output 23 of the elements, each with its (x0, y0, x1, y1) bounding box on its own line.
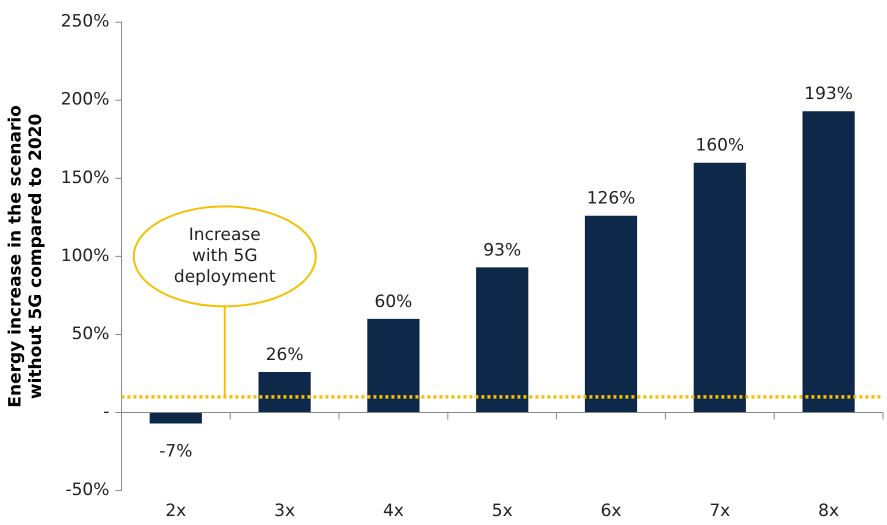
x-tick-label: 4x (382, 501, 404, 522)
data-label: 193% (804, 84, 853, 104)
y-tick-label: 100% (60, 246, 110, 266)
ref-line-label: Increase with 5G deployment (174, 224, 276, 287)
x-tick-label: 6x (600, 501, 622, 522)
data-label: 26% (266, 344, 304, 365)
y-axis-title: Energy increase in the scenario without 5G compared to 2020 (6, 105, 46, 408)
data-label: 93% (483, 240, 522, 260)
x-tick-label: 8x (818, 501, 840, 522)
x-tick-label: 3x (274, 501, 296, 522)
data-label: 60% (374, 292, 412, 312)
y-tick-label: 150% (60, 168, 110, 188)
y-tick-label: 50% (72, 324, 110, 344)
y-tick-label: 200% (60, 90, 110, 110)
x-tick-label: 2x (165, 501, 186, 522)
data-label: 126% (586, 188, 636, 209)
y-tick-label: - (103, 402, 110, 422)
x-tick-label: 7x (709, 501, 730, 522)
data-label: 160% (695, 136, 744, 156)
y-tick-label: 250% (60, 12, 110, 32)
data-label: -7% (159, 441, 192, 462)
x-tick-label: 5x (492, 501, 513, 522)
y-tick-label: -50% (65, 480, 110, 500)
